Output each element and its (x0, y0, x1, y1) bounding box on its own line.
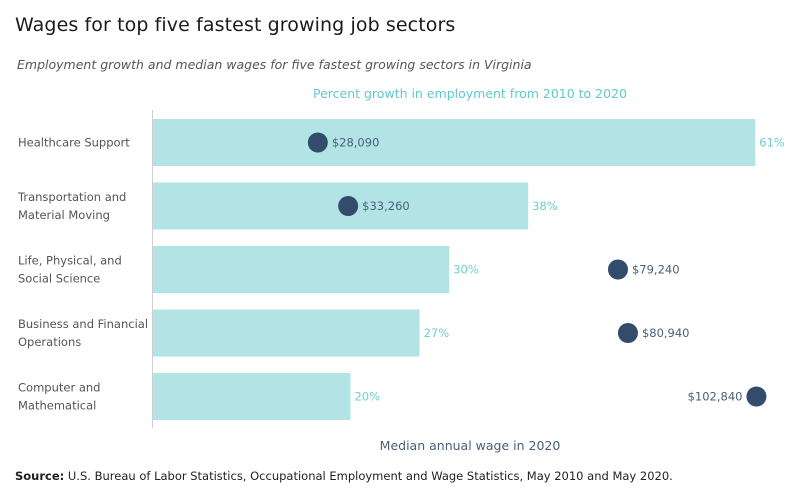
wage-label: $102,840 (688, 390, 743, 404)
wage-dot (307, 132, 328, 153)
category-label: Healthcare Support (18, 136, 130, 150)
wage-dot (617, 323, 638, 343)
x-axis-label-growth: Percent growth in employment from 2010 t… (312, 86, 627, 101)
wage-dot (338, 196, 359, 216)
growth-bar-label: 61% (759, 136, 785, 150)
growth-bar-label: 38% (532, 199, 558, 213)
growth-bar-label: 30% (453, 263, 479, 277)
wage-dot (607, 259, 628, 280)
growth-bar-label: 27% (424, 326, 450, 340)
category-label: Transportation and Material Moving (17, 190, 126, 222)
source-note: Source: U.S. Bureau of Labor Statistics,… (15, 469, 673, 483)
wage-label: $79,240 (632, 263, 680, 277)
growth-bar (153, 373, 351, 420)
source-text: U.S. Bureau of Labor Statistics, Occupat… (64, 469, 673, 483)
chart-title: Wages for top five fastest growing job s… (15, 14, 456, 36)
wage-label: $33,260 (362, 199, 410, 213)
wage-label: $28,090 (332, 136, 380, 150)
category-label-line: Business and Financial (18, 317, 148, 331)
source-prefix: Source: (15, 469, 65, 483)
category-label-line: Transportation and (17, 190, 126, 204)
category-label-line: Social Science (18, 272, 100, 286)
category-label-line: Material Moving (18, 208, 110, 222)
chart-subtitle: Employment growth and median wages for f… (17, 57, 532, 72)
growth-bar (153, 246, 450, 293)
growth-bar (153, 119, 756, 166)
category-label: Business and Financial Operations (18, 317, 148, 349)
category-label-line: Mathematical (18, 399, 96, 413)
x-axis-label-wage: Median annual wage in 2020 (379, 438, 561, 453)
growth-bar-label: 20% (354, 390, 380, 404)
category-label-line: Life, Physical, and (18, 254, 122, 268)
category-label-line: Computer and (18, 381, 100, 395)
category-label: Life, Physical, and Social Science (18, 254, 122, 286)
wage-label: $80,940 (642, 326, 690, 340)
growth-bar (153, 309, 420, 357)
wage-dot (746, 386, 767, 407)
category-label: Computer and Mathematical (18, 381, 100, 413)
category-label-line: Operations (18, 335, 81, 349)
